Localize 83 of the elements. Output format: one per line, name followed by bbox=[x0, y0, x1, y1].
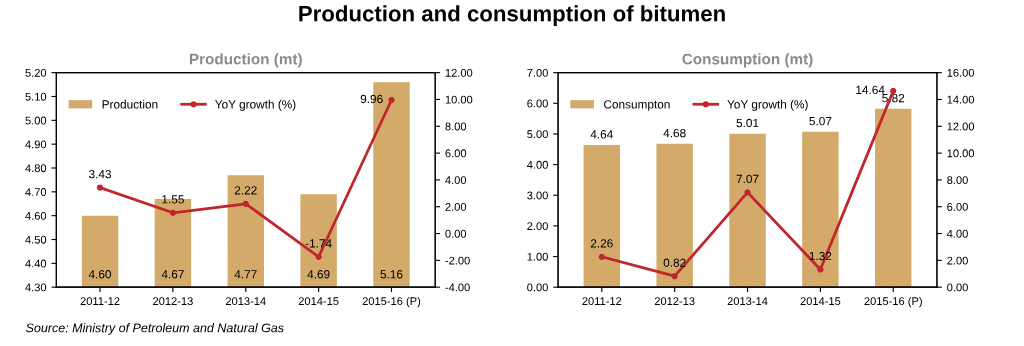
y-tick-label: 3.00 bbox=[527, 191, 548, 200]
data-label: 4.77 bbox=[234, 270, 257, 279]
x-tick-label: 2011-12 bbox=[582, 297, 622, 306]
y-tick-label: 6.00 bbox=[527, 99, 548, 108]
x-tick-label: 2014-15 bbox=[800, 297, 841, 306]
y2-tick-label: 2.00 bbox=[445, 203, 467, 211]
data-label: 4.68 bbox=[663, 128, 686, 138]
y-tick-label: 4.70 bbox=[25, 188, 47, 196]
x-tick-label: 2011-12 bbox=[80, 297, 120, 306]
legend-label: Production bbox=[102, 99, 158, 109]
point bbox=[671, 273, 678, 280]
data-label: 4.64 bbox=[590, 130, 613, 139]
point bbox=[169, 209, 177, 216]
data-label: 7.07 bbox=[736, 174, 759, 184]
y-tick-label: 4.40 bbox=[25, 259, 47, 268]
bar bbox=[875, 108, 912, 288]
x-tick-label: 2015-16 (P) bbox=[864, 296, 922, 308]
y-tick-label: 5.00 bbox=[527, 130, 548, 139]
y-tick-label: 4.30 bbox=[25, 283, 47, 292]
legend-label: Consumpton bbox=[604, 100, 670, 111]
data-label: 2.22 bbox=[234, 186, 257, 195]
y2-tick-label: 16.00 bbox=[947, 68, 975, 77]
data-label: 4.60 bbox=[88, 270, 112, 279]
y2-tick-label: 6.00 bbox=[947, 203, 968, 211]
y2-tick-label: 12.00 bbox=[947, 122, 975, 131]
point bbox=[598, 253, 605, 261]
y2-tick-label: 8.00 bbox=[947, 176, 968, 185]
y-tick-label: 4.50 bbox=[25, 235, 47, 244]
y2-tick-label: 6.00 bbox=[445, 149, 467, 158]
y-tick-label: 5.00 bbox=[25, 116, 47, 125]
legend-label: YoY growth (%) bbox=[727, 99, 808, 111]
data-label: 5.16 bbox=[380, 270, 403, 279]
chart-subtitle: Production (mt) bbox=[189, 53, 302, 68]
y2-tick-label: 14.00 bbox=[947, 95, 975, 104]
y2-tick-label: 8.00 bbox=[445, 122, 467, 131]
point bbox=[817, 266, 824, 273]
data-label: 3.43 bbox=[89, 169, 112, 179]
y-tick-label: 4.80 bbox=[25, 164, 47, 173]
y-tick-label: 2.00 bbox=[527, 222, 548, 231]
bar bbox=[656, 143, 693, 288]
y-tick-label: 4.90 bbox=[25, 140, 47, 149]
y2-tick-label: 10.00 bbox=[445, 95, 473, 104]
x-tick-label: 2013-14 bbox=[225, 297, 266, 306]
data-label: 2.26 bbox=[590, 239, 613, 248]
y2-tick-label: 0.00 bbox=[947, 283, 968, 292]
bar bbox=[583, 144, 621, 288]
data-label: 4.67 bbox=[161, 270, 184, 279]
source-note: Source: Ministry of Petroleum and Natural Gas bbox=[25, 323, 284, 335]
legend-label: YoY growth (%) bbox=[215, 99, 296, 111]
y-tick-label: 5.20 bbox=[25, 68, 47, 77]
y-tick-label: 1.00 bbox=[527, 252, 548, 261]
y-tick-label: 7.00 bbox=[527, 68, 548, 77]
y2-tick-label: 4.00 bbox=[946, 229, 968, 238]
data-label: 5.01 bbox=[736, 118, 759, 128]
y-tick-label: 5.10 bbox=[25, 92, 47, 101]
y2-tick-label: 12.00 bbox=[445, 68, 473, 77]
bar bbox=[802, 131, 839, 288]
point bbox=[242, 200, 249, 207]
data-label: 14.64 bbox=[856, 85, 885, 95]
point bbox=[388, 96, 395, 104]
data-label: 0.82 bbox=[663, 258, 686, 267]
point bbox=[744, 189, 751, 196]
y-tick-label: 4.60 bbox=[25, 211, 47, 220]
chart-title: Consumption (mt) bbox=[682, 53, 813, 68]
point bbox=[96, 184, 104, 191]
y2-tick-label: -4.00 bbox=[445, 283, 470, 292]
y2-tick-label: 10.00 bbox=[947, 149, 975, 158]
y2-tick-label: -2.00 bbox=[445, 256, 470, 265]
y2-tick-label: 4.00 bbox=[445, 176, 467, 185]
x-tick-label: 2012-13 bbox=[654, 297, 695, 306]
x-tick-label: 2014-15 bbox=[298, 297, 339, 306]
data-label: 5.07 bbox=[809, 116, 832, 126]
y2-tick-label: 0.00 bbox=[445, 229, 467, 238]
y2-tick-label: 2.00 bbox=[947, 256, 968, 265]
x-tick-label: 2013-14 bbox=[727, 297, 768, 306]
bar bbox=[729, 133, 766, 288]
y-tick-label: 0.00 bbox=[527, 283, 548, 292]
point bbox=[315, 253, 322, 261]
data-label: 4.69 bbox=[307, 270, 330, 279]
y-tick-label: 4.00 bbox=[526, 160, 548, 169]
x-tick-label: 2015-16 (P) bbox=[362, 296, 421, 308]
x-tick-label: 2012-13 bbox=[153, 297, 193, 306]
text: Production and consumption of bitumen bbox=[299, 5, 725, 26]
